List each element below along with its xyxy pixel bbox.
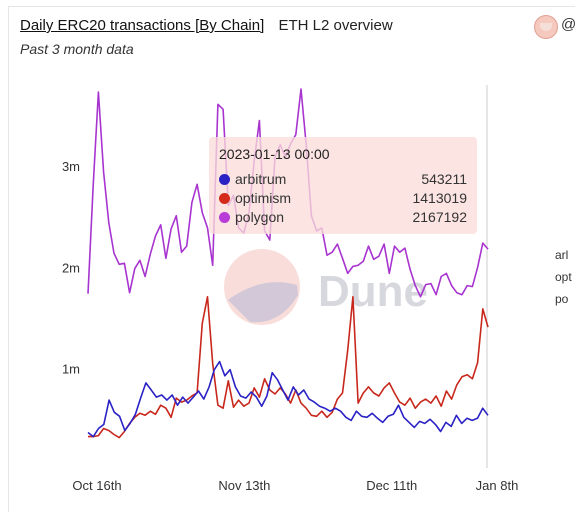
- series-line-optimism[interactable]: [88, 295, 489, 439]
- tooltip-series-name: arbitrum: [235, 171, 287, 187]
- watermark-text: Dune: [318, 267, 428, 316]
- author-avatar[interactable]: [534, 15, 558, 39]
- dune-logo-wave: [228, 282, 298, 323]
- y-tick-label: 1m: [62, 362, 80, 377]
- legend-side: arl opt po: [555, 244, 572, 310]
- y-tick-label: 3m: [62, 159, 80, 174]
- dune-watermark: Dune: [224, 249, 428, 325]
- arbitrum-dot-icon: [219, 174, 230, 185]
- legend-item-optimism[interactable]: opt: [555, 270, 572, 284]
- chart-header: Daily ERC20 transactions [By Chain] ETH …: [20, 17, 393, 34]
- chart-description: Past 3 month data: [20, 41, 134, 57]
- y-tick-label: 2m: [62, 260, 80, 275]
- x-tick-label: Dec 11th: [366, 478, 417, 493]
- optimism-dot-icon: [219, 193, 230, 204]
- dashboard-subtitle: ETH L2 overview: [278, 17, 393, 34]
- tooltip-series-name: optimism: [235, 190, 292, 206]
- y-axis: 1m 2m 3m: [62, 159, 80, 377]
- tooltip-row-optimism: optimism 1413019: [219, 190, 467, 208]
- tooltip-date: 2023-01-13 00:00: [219, 146, 330, 162]
- avatar-face-icon: [540, 23, 552, 31]
- tooltip-series-value: 543211: [421, 171, 467, 187]
- tooltip-row-polygon: polygon 2167192: [219, 209, 467, 227]
- tooltip-series-name: polygon: [235, 209, 285, 225]
- x-axis: Oct 16th Nov 13th Dec 11th Jan 8th: [72, 478, 518, 493]
- legend-item-arbitrum[interactable]: arl: [555, 248, 569, 262]
- x-tick-label: Jan 8th: [476, 478, 519, 493]
- tooltip-row-arbitrum: arbitrum 543211: [219, 171, 467, 189]
- chart-tooltip: 2023-01-13 00:00 arbitrum 543211 optimis…: [209, 137, 477, 234]
- author-handle[interactable]: @: [561, 16, 575, 33]
- tooltip-series-value: 1413019: [412, 190, 467, 206]
- series-line-arbitrum[interactable]: [87, 360, 489, 438]
- chart-card: [8, 6, 575, 512]
- x-tick-label: Nov 13th: [218, 478, 270, 493]
- tooltip-series-value: 2167192: [412, 209, 467, 225]
- x-tick-label: Oct 16th: [72, 478, 121, 493]
- legend-item-polygon[interactable]: po: [555, 292, 569, 306]
- polygon-dot-icon: [219, 212, 230, 223]
- chart-title-link[interactable]: Daily ERC20 transactions [By Chain]: [20, 17, 265, 34]
